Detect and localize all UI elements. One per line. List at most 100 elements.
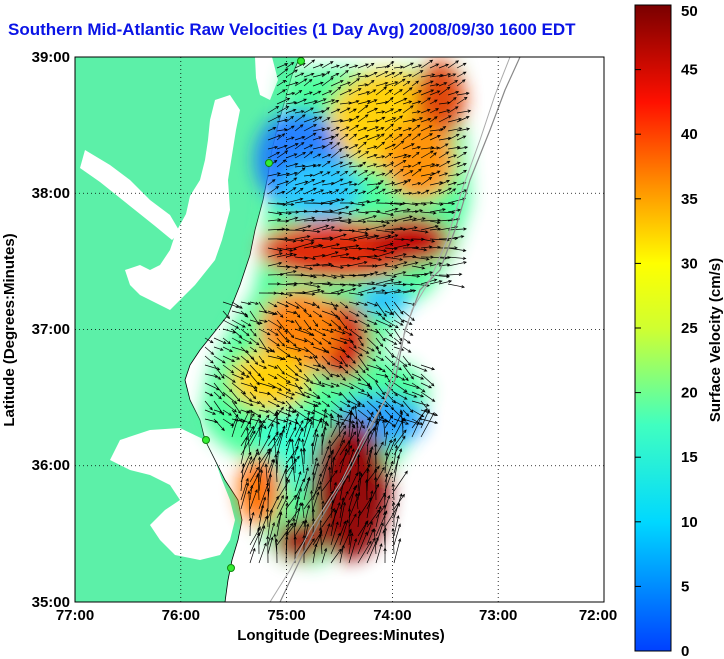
- velocity-arrow: [294, 224, 312, 231]
- velocity-arrow: [384, 97, 394, 105]
- velocity-arrow: [240, 436, 249, 465]
- velocity-arrow: [384, 439, 392, 456]
- velocity-arrow: [393, 355, 408, 368]
- velocity-arrow: [330, 328, 346, 335]
- velocity-arrow: [213, 391, 222, 400]
- velocity-arrow: [285, 162, 299, 168]
- velocity-arrow: [357, 531, 368, 555]
- velocity-arrow: [330, 301, 337, 311]
- velocity-arrow: [285, 438, 292, 456]
- velocity-arrow: [258, 482, 269, 510]
- velocity-arrow: [393, 97, 408, 105]
- velocity-arrow: [285, 125, 295, 132]
- velocity-arrow: [330, 108, 341, 114]
- velocity-arrow: [402, 178, 412, 186]
- velocity-arrow: [285, 382, 304, 390]
- velocity-arrow: [321, 346, 330, 354]
- velocity-arrow: [384, 207, 399, 213]
- velocity-arrow: [267, 522, 276, 546]
- velocity-arrow: [330, 382, 340, 387]
- velocity-arrow: [411, 217, 426, 222]
- velocity-arrow: [366, 186, 380, 195]
- velocity-arrow: [285, 337, 297, 347]
- velocity-arrow: [321, 135, 335, 141]
- velocity-arrow: [366, 301, 378, 307]
- velocity-arrow: [276, 391, 294, 400]
- velocity-arrow: [411, 70, 424, 78]
- velocity-arrow: [294, 265, 314, 271]
- velocity-arrow: [276, 97, 291, 105]
- velocity-arrow: [285, 247, 298, 251]
- velocity-arrow: [318, 527, 323, 555]
- velocity-arrow: [384, 72, 396, 78]
- velocity-arrow: [384, 226, 404, 231]
- y-axis-label: Latitude (Degrees:Minutes): [1, 233, 18, 426]
- velocity-arrow: [294, 167, 306, 177]
- velocity-arrow: [276, 68, 289, 78]
- velocity-arrow: [429, 202, 444, 206]
- velocity-arrow: [384, 494, 391, 510]
- velocity-arrow: [438, 210, 456, 215]
- velocity-arrow: [330, 73, 340, 78]
- velocity-arrow: [366, 411, 374, 429]
- y-axis-ticks: 39:00 38:00 37:00 36:00 35:00: [32, 49, 70, 611]
- velocity-arrow: [266, 487, 270, 510]
- velocity-arrow: [312, 373, 322, 385]
- velocity-arrow: [258, 419, 262, 438]
- velocity-arrow: [321, 61, 334, 69]
- velocity-arrow: [411, 64, 423, 69]
- velocity-arrow: [447, 227, 467, 231]
- velocity-arrow: [330, 499, 335, 519]
- velocity-arrow: [366, 224, 387, 231]
- velocity-arrow: [310, 489, 314, 519]
- velocity-arrow: [366, 99, 378, 105]
- velocity-arrow: [249, 301, 259, 305]
- velocity-arrow: [348, 319, 359, 324]
- velocity-arrow: [384, 234, 399, 240]
- velocity-arrow: [356, 437, 360, 465]
- velocity-arrow: [330, 400, 343, 411]
- velocity-arrow: [294, 364, 303, 373]
- velocity-arrow: [249, 382, 258, 393]
- velocity-arrow: [292, 517, 296, 546]
- velocity-arrow: [330, 319, 342, 330]
- velocity-arrow: [357, 337, 364, 347]
- velocity-arrow: [456, 79, 466, 87]
- velocity-arrow: [267, 105, 280, 114]
- velocity-arrow: [321, 364, 333, 378]
- velocity-arrow: [303, 373, 314, 385]
- velocity-arrow: [321, 243, 341, 249]
- x-axis-ticks: 77:00 76:00 75:00 74:00 73:00 72:00: [56, 607, 617, 624]
- velocity-arrow: [393, 444, 398, 465]
- velocity-arrow: [402, 418, 421, 425]
- velocity-arrow: [456, 109, 472, 114]
- velocity-arrow: [213, 373, 222, 380]
- velocity-arrow: [303, 382, 312, 392]
- velocity-arrow: [339, 448, 348, 474]
- velocity-arrow: [222, 364, 235, 374]
- velocity-arrow: [276, 252, 294, 258]
- velocity-arrow: [375, 71, 389, 78]
- velocity-arrow: [321, 337, 332, 345]
- velocity-arrow: [276, 511, 283, 537]
- velocity-arrow: [366, 283, 387, 288]
- velocity-arrow: [330, 218, 352, 222]
- velocity-arrow: [353, 404, 359, 429]
- velocity-arrow: [249, 466, 259, 483]
- velocity-arrow: [312, 180, 326, 186]
- velocity-arrow: [320, 432, 324, 456]
- velocity-arrow: [249, 532, 260, 555]
- chesapeake-bay: [125, 95, 240, 310]
- velocity-arrow: [258, 469, 264, 492]
- velocity-arrow: [267, 382, 283, 391]
- velocity-arrow: [375, 278, 395, 285]
- velocity-arrow: [375, 391, 385, 400]
- velocity-arrow: [384, 265, 399, 269]
- velocity-arrow: [267, 391, 278, 401]
- velocity-arrow: [294, 78, 308, 87]
- velocity-arrow: [456, 145, 469, 150]
- velocity-arrow: [375, 310, 386, 321]
- velocity-arrow: [339, 391, 351, 404]
- velocity-arrow: [384, 170, 393, 177]
- velocity-arrow: [258, 424, 264, 447]
